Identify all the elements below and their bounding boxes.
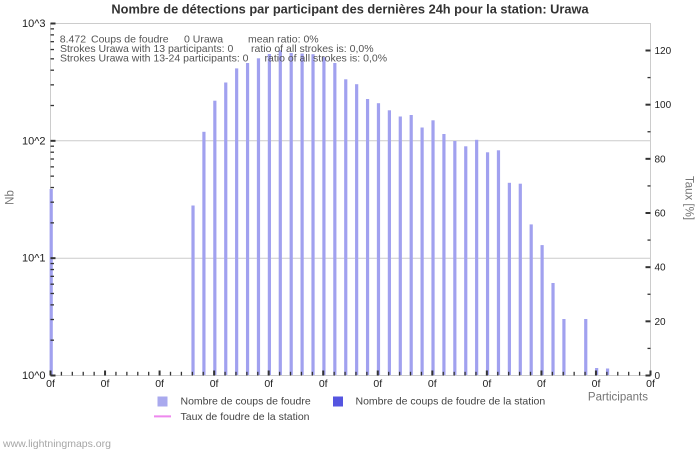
svg-text:0f: 0f xyxy=(537,378,546,390)
svg-text:10^2: 10^2 xyxy=(22,135,46,147)
svg-text:80: 80 xyxy=(655,154,667,165)
svg-text:40: 40 xyxy=(655,263,667,274)
svg-text:Coups de foudre: Coups de foudre xyxy=(91,34,169,46)
svg-text:ratio of all strokes is: 0,0%: ratio of all strokes is: 0,0% xyxy=(251,43,374,55)
svg-text:10^0: 10^0 xyxy=(22,370,46,382)
svg-text:Strokes Urawa with 13-24 parti: Strokes Urawa with 13-24 participants: 0 xyxy=(60,53,249,65)
svg-text:0f: 0f xyxy=(101,378,110,390)
svg-text:20: 20 xyxy=(655,317,667,328)
svg-text:0: 0 xyxy=(655,371,661,382)
svg-text:Taux de foudre de la station: Taux de foudre de la station xyxy=(181,411,310,423)
svg-text:0f: 0f xyxy=(155,378,164,390)
svg-text:0f: 0f xyxy=(646,378,655,390)
svg-text:0f: 0f xyxy=(264,378,273,390)
svg-text:0f: 0f xyxy=(592,378,601,390)
svg-text:Nombre de coups de foudre: Nombre de coups de foudre xyxy=(181,396,311,408)
svg-text:www.lightningmaps.org: www.lightningmaps.org xyxy=(2,438,111,450)
svg-text:0 Urawa: 0 Urawa xyxy=(184,34,223,46)
svg-text:Participants: Participants xyxy=(588,392,648,404)
svg-text:10^3: 10^3 xyxy=(22,18,46,30)
svg-text:Nb: Nb xyxy=(5,190,17,205)
svg-text:Strokes Urawa with 13 particip: Strokes Urawa with 13 participants: 0 xyxy=(60,43,233,55)
svg-text:mean ratio: 0%: mean ratio: 0% xyxy=(248,34,319,46)
svg-text:0f: 0f xyxy=(373,378,382,390)
svg-text:120: 120 xyxy=(655,46,672,57)
svg-text:60: 60 xyxy=(655,209,667,220)
svg-text:0f: 0f xyxy=(319,378,328,390)
svg-text:8.472: 8.472 xyxy=(60,34,86,46)
svg-text:Taux [%]: Taux [%] xyxy=(683,176,695,220)
svg-text:Nombre de détections par parti: Nombre de détections par participant des… xyxy=(111,2,589,17)
svg-text:Nombre de coups de foudre de l: Nombre de coups de foudre de la station xyxy=(356,396,546,408)
svg-text:10^1: 10^1 xyxy=(22,253,46,265)
svg-text:0f: 0f xyxy=(210,378,219,390)
svg-text:0f: 0f xyxy=(46,378,55,390)
svg-text:100: 100 xyxy=(655,100,672,111)
svg-text:0f: 0f xyxy=(483,378,492,390)
svg-text:0f: 0f xyxy=(428,378,437,390)
svg-text:ratio of all strokes is: 0,0%: ratio of all strokes is: 0,0% xyxy=(265,53,388,65)
